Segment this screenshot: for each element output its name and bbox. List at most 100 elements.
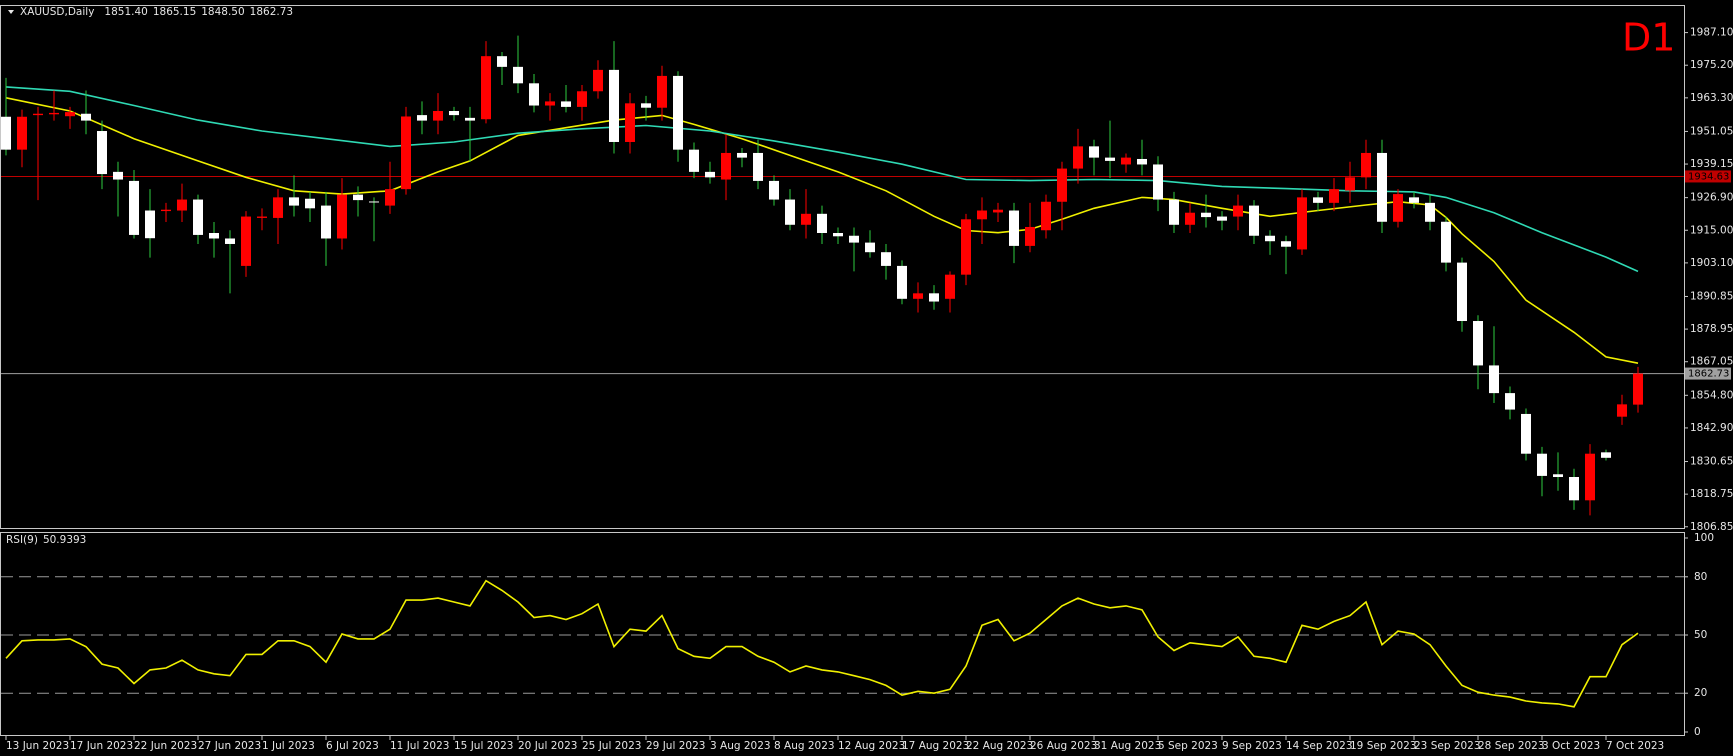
candle-body xyxy=(977,210,987,220)
y-tick-label: 1987.10 xyxy=(1690,27,1733,39)
candle-body xyxy=(401,116,411,190)
y-tick-label: 1975.20 xyxy=(1690,59,1733,71)
candle-body xyxy=(145,210,155,239)
candle-body xyxy=(1441,221,1451,263)
y-tick-label: 1830.65 xyxy=(1690,456,1733,468)
candle-body xyxy=(657,75,667,108)
candle-body xyxy=(1217,216,1227,221)
candle-body xyxy=(1361,152,1371,178)
header-value: 1865.15 xyxy=(153,6,196,18)
candle-body xyxy=(1537,453,1547,476)
candle-body xyxy=(1,116,11,150)
candle-body xyxy=(1265,235,1275,242)
x-tick-label: 22 Jun 2023 xyxy=(134,740,197,752)
rsi-value: 50.9393 xyxy=(43,534,86,546)
candle-body xyxy=(1137,158,1147,165)
candle-body xyxy=(1025,226,1035,246)
candle-body xyxy=(1169,199,1179,225)
candle-body xyxy=(785,199,795,225)
candle-body xyxy=(1521,413,1531,454)
price-label-bg xyxy=(1685,170,1731,183)
header-value: 1851.40 xyxy=(104,6,147,18)
candle-body xyxy=(1105,157,1115,161)
timeframe-label: D1 xyxy=(1622,16,1675,60)
x-tick-label: 25 Jul 2023 xyxy=(582,740,641,752)
x-tick-label: 7 Oct 2023 xyxy=(1606,740,1664,752)
candle-body xyxy=(305,198,315,209)
candle-body xyxy=(1313,197,1323,203)
candle-body xyxy=(1601,452,1611,458)
x-tick-label: 11 Jul 2023 xyxy=(390,740,449,752)
x-tick-label: 23 Sep 2023 xyxy=(1414,740,1481,752)
candle-body xyxy=(1297,197,1307,250)
candle-body xyxy=(561,101,571,107)
candle-body xyxy=(689,149,699,172)
y-tick-label: 1926.90 xyxy=(1690,192,1733,204)
y-tick-label: 0 xyxy=(1694,726,1701,738)
moving-average xyxy=(5,97,1639,364)
candle-body xyxy=(417,115,427,121)
candle-body xyxy=(865,242,875,253)
candle-body xyxy=(1073,146,1083,169)
x-tick-label: 17 Aug 2023 xyxy=(902,740,969,752)
header-value: 1862.73 xyxy=(250,6,293,18)
y-tick-label: 1867.05 xyxy=(1690,356,1733,368)
candle-body xyxy=(17,116,27,150)
candle-body xyxy=(193,199,203,235)
candle-body xyxy=(513,66,523,84)
y-tick-label: 1854.80 xyxy=(1690,389,1733,401)
price-label: 1862.73 xyxy=(1688,369,1729,380)
x-tick-label: 17 Jun 2023 xyxy=(70,740,133,752)
candle-body xyxy=(49,112,59,115)
candle-body xyxy=(1345,177,1355,191)
candle-body xyxy=(609,69,619,142)
price-label-bg xyxy=(1685,367,1731,380)
rsi-line xyxy=(5,579,1639,708)
candle-body xyxy=(545,101,555,106)
x-tick-label: 13 Jun 2023 xyxy=(6,740,69,752)
candle-body xyxy=(993,209,1003,213)
candle-body xyxy=(1201,212,1211,218)
candle-body xyxy=(1185,212,1195,225)
candle-body xyxy=(897,265,907,299)
y-tick-label: 1951.05 xyxy=(1690,125,1733,137)
y-tick-label: 1878.95 xyxy=(1690,323,1733,335)
y-tick-label: 1939.15 xyxy=(1690,158,1733,170)
x-tick-label: 14 Sep 2023 xyxy=(1286,740,1353,752)
candle-body xyxy=(1393,194,1403,222)
rsi-frame xyxy=(0,532,1685,736)
candle-body xyxy=(353,194,363,201)
candle-body xyxy=(289,197,299,206)
candle-body xyxy=(721,152,731,180)
candle-body xyxy=(1153,164,1163,200)
main-frame xyxy=(0,5,1685,529)
candle-body xyxy=(1009,210,1019,246)
candle-body xyxy=(625,103,635,142)
candle-body xyxy=(1633,373,1643,405)
candle-body xyxy=(1409,197,1419,203)
candle-body xyxy=(833,233,843,237)
candle-body xyxy=(369,201,379,203)
x-tick-label: 15 Jul 2023 xyxy=(454,740,513,752)
y-tick-label: 50 xyxy=(1694,629,1707,641)
candle-body xyxy=(1041,201,1051,231)
x-tick-label: 20 Jul 2023 xyxy=(518,740,577,752)
candle-body xyxy=(577,91,587,107)
x-tick-label: 29 Jul 2023 xyxy=(646,740,705,752)
candle-body xyxy=(385,189,395,206)
candle-body xyxy=(1057,168,1067,202)
candle-body xyxy=(481,56,491,120)
x-tick-label: 26 Aug 2023 xyxy=(1030,740,1097,752)
y-tick-label: 1806.85 xyxy=(1690,521,1733,533)
x-tick-label: 9 Sep 2023 xyxy=(1222,740,1282,752)
x-tick-label: 5 Sep 2023 xyxy=(1158,740,1218,752)
candle-body xyxy=(641,103,651,108)
x-tick-label: 28 Sep 2023 xyxy=(1478,740,1545,752)
candle-body xyxy=(1233,205,1243,217)
y-tick-label: 1890.85 xyxy=(1690,290,1733,302)
candle-body xyxy=(257,216,267,218)
x-tick-label: 22 Aug 2023 xyxy=(966,740,1033,752)
candle-body xyxy=(1281,241,1291,247)
